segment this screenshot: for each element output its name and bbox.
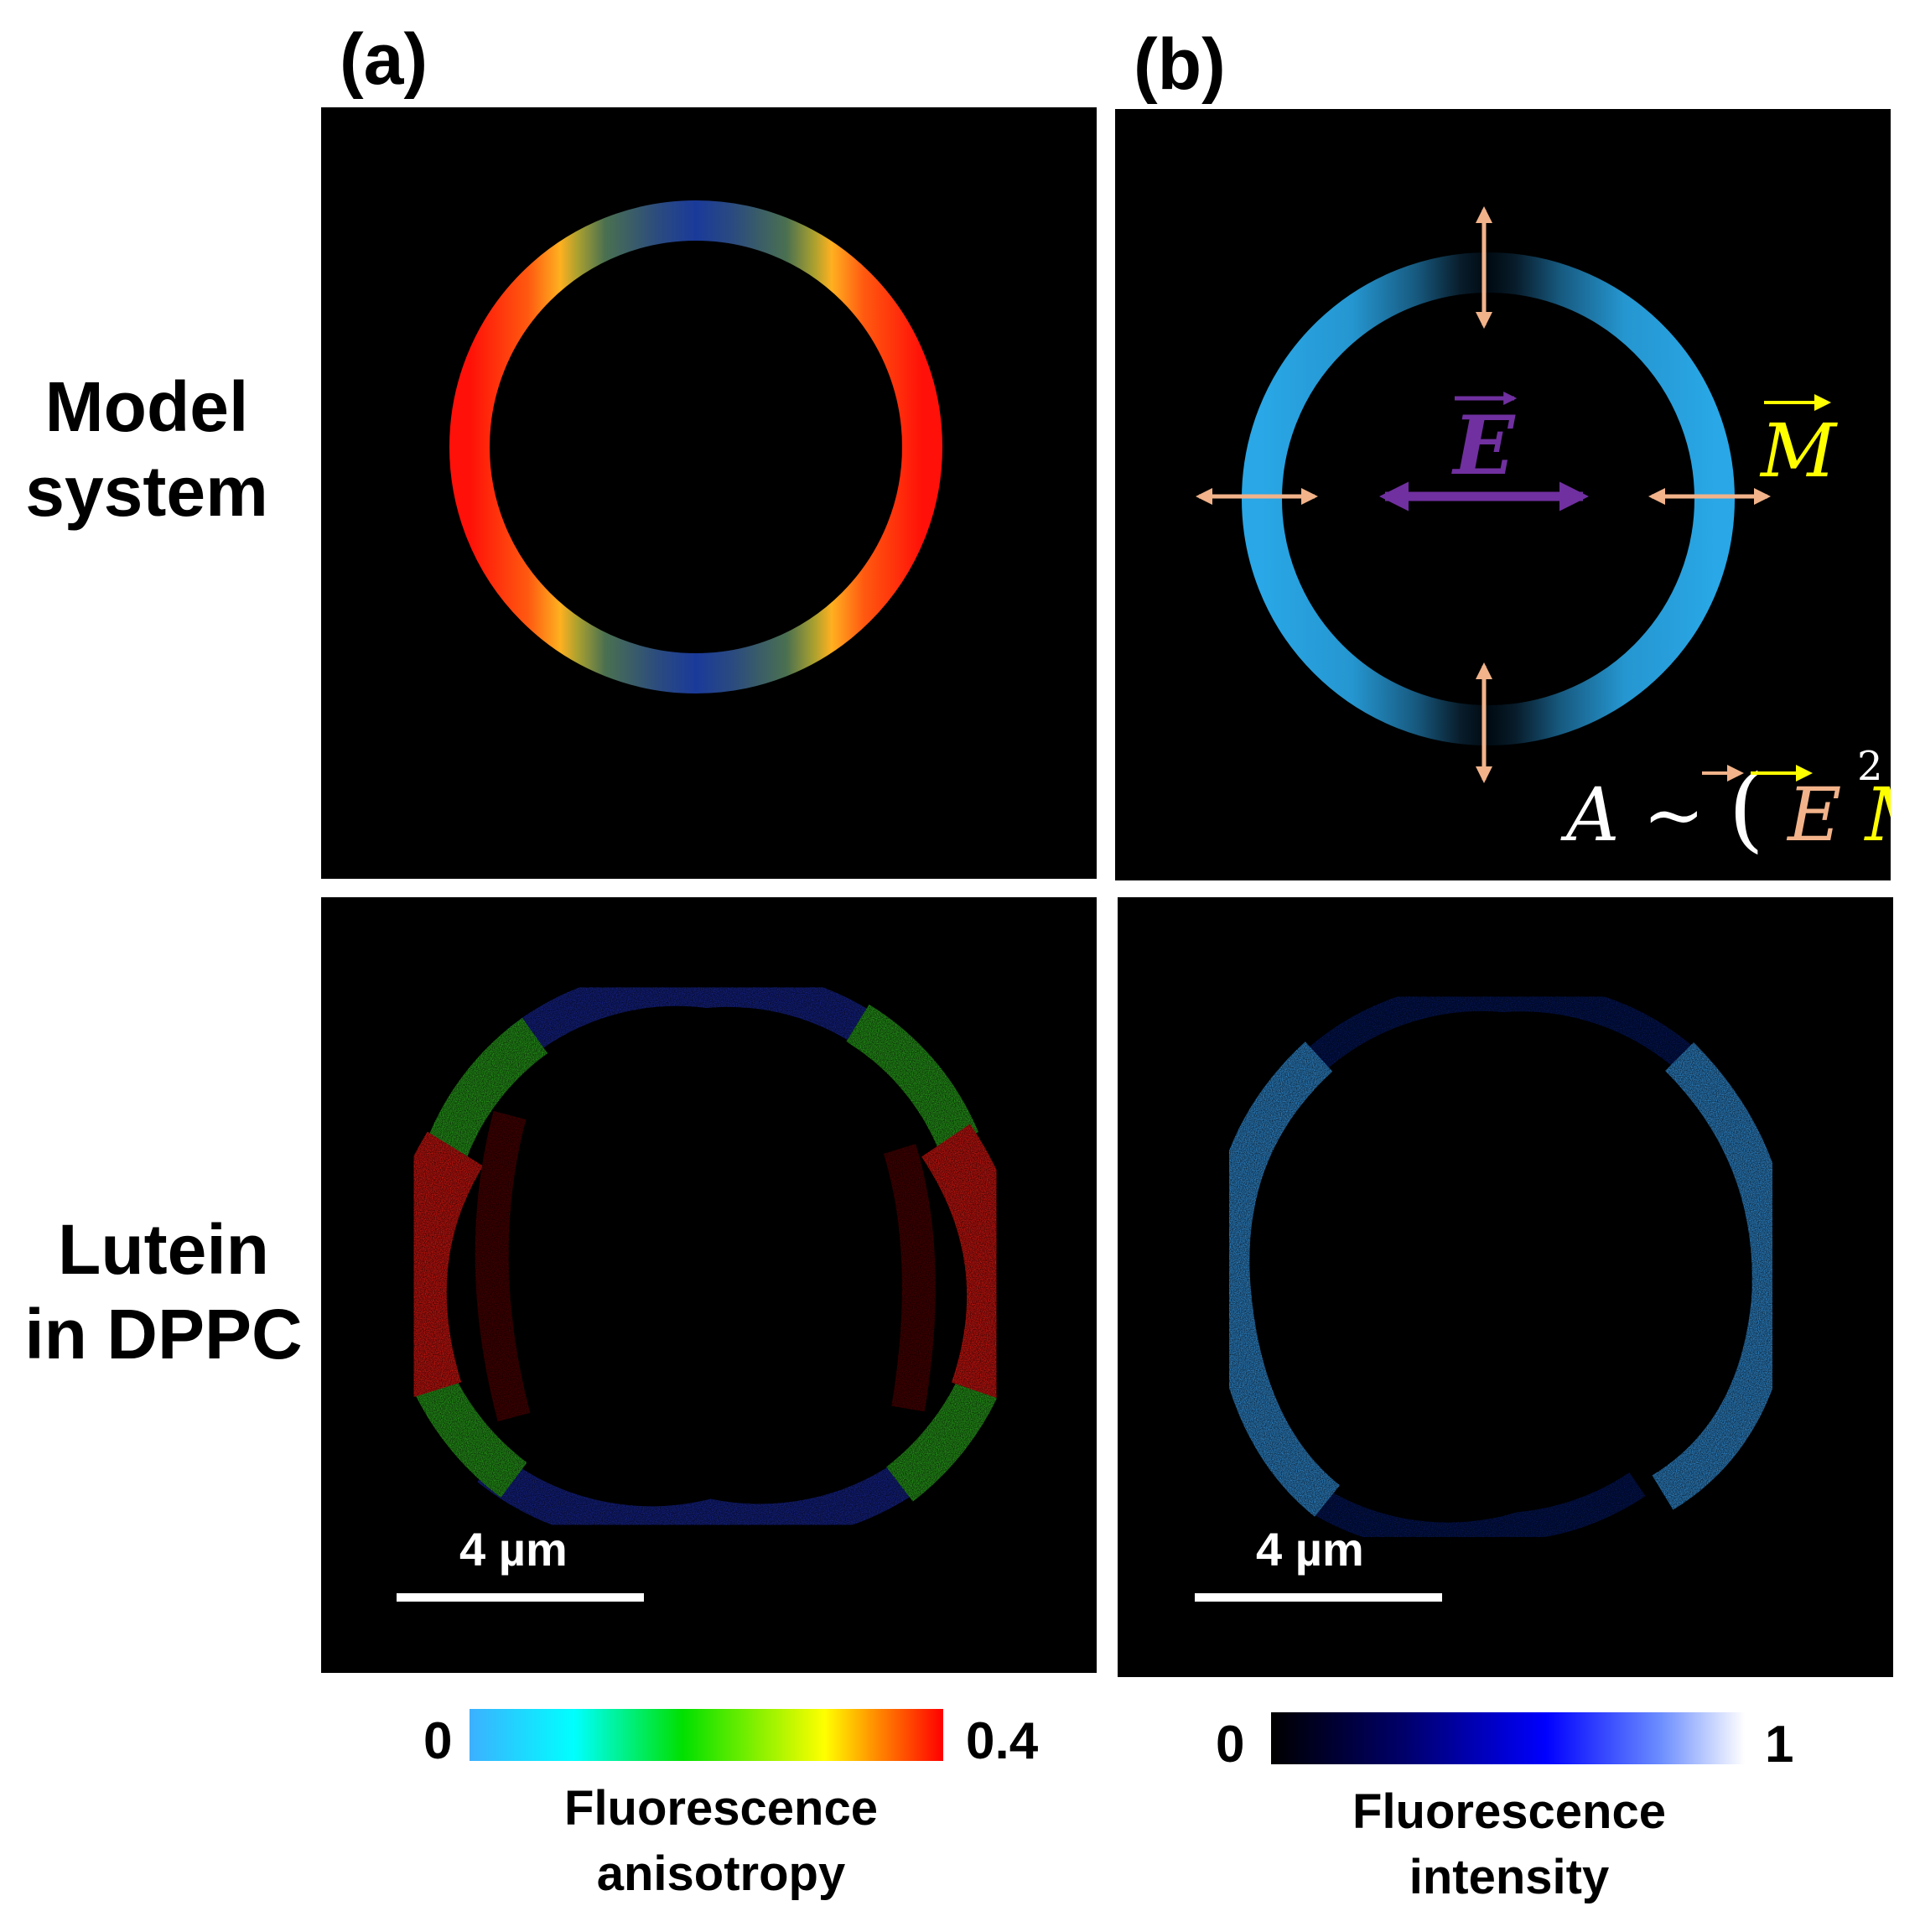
anisotropy-mid-tr xyxy=(846,1004,978,1150)
row-label-model-line2: system xyxy=(25,451,268,531)
scale-bar-a xyxy=(397,1593,644,1602)
intensity-bright-right xyxy=(1652,1042,1793,1510)
panel-label-a: (a) xyxy=(340,19,428,100)
colorbar-anisotropy xyxy=(470,1709,943,1761)
vector-m-label: M xyxy=(1759,408,1838,494)
intensity-top xyxy=(1300,982,1698,1076)
formula-open-paren: ( xyxy=(1728,755,1764,862)
intensity-model-diagram: E M A ~ ( E M ) 2 xyxy=(1196,206,1891,862)
formula-exponent: 2 xyxy=(1857,743,1883,790)
row-label-lutein-line2: in DPPC xyxy=(24,1294,303,1374)
row-label-model-system: Model system xyxy=(0,365,293,534)
row-label-lutein-dppc: Lutein in DPPC xyxy=(8,1208,319,1377)
formula-tilde: ~ xyxy=(1643,771,1705,858)
intensity-bright-left xyxy=(1209,1041,1341,1517)
panel-b-lutein: 4 µm xyxy=(1118,897,1893,1677)
intensity-measured-ring xyxy=(1209,982,1793,1551)
formula-m: M xyxy=(1863,771,1891,858)
colorbar-intensity-title-line1: Fluorescence xyxy=(1352,1784,1666,1839)
vector-e-label: E xyxy=(1450,398,1516,493)
panel-a-lutein: 4 µm xyxy=(321,897,1097,1673)
panel-a-model xyxy=(321,107,1097,879)
formula: A ~ ( E M ) xyxy=(1560,755,1891,862)
colorbar-intensity xyxy=(1271,1712,1745,1764)
colorbar-intensity-min: 0 xyxy=(1216,1716,1245,1774)
anisotropy-measured-ring xyxy=(381,969,1026,1544)
colorbar-intensity-title-line2: intensity xyxy=(1409,1850,1610,1905)
colorbar-intensity-title: Fluorescence intensity xyxy=(1253,1779,1765,1911)
anisotropy-inner-faint-right xyxy=(883,1144,936,1412)
colorbar-anisotropy-title-line2: anisotropy xyxy=(596,1846,846,1902)
anisotropy-high-left xyxy=(381,1131,484,1402)
row-label-lutein-line1: Lutein xyxy=(58,1210,269,1289)
anisotropy-low-bottom xyxy=(477,1452,919,1544)
anisotropy-low-top xyxy=(506,969,885,1059)
colorbar-anisotropy-title: Fluorescence anisotropy xyxy=(470,1776,973,1908)
colorbar-anisotropy-max: 0.4 xyxy=(966,1712,1039,1770)
intensity-bottom xyxy=(1311,1472,1646,1551)
panel-label-b: (b) xyxy=(1134,24,1226,105)
anisotropy-inner-faint-left xyxy=(475,1110,531,1422)
formula-a: A xyxy=(1560,771,1620,858)
anisotropy-mid-tl xyxy=(426,1017,548,1157)
scale-bar-b xyxy=(1195,1593,1442,1602)
anisotropy-ring xyxy=(449,200,942,693)
anisotropy-high-right xyxy=(921,1124,1026,1402)
colorbar-anisotropy-title-line1: Fluorescence xyxy=(564,1781,878,1836)
row-label-model-line1: Model xyxy=(44,367,249,446)
formula-e: E xyxy=(1786,771,1841,858)
colorbar-intensity-max: 1 xyxy=(1765,1716,1794,1774)
scale-bar-label-a: 4 µm xyxy=(459,1523,568,1576)
colorbar-anisotropy-min: 0 xyxy=(423,1712,453,1770)
panel-b-model: E M A ~ ( E M ) 2 xyxy=(1115,109,1891,880)
scale-bar-label-b: 4 µm xyxy=(1256,1523,1364,1576)
anisotropy-model-ring xyxy=(449,200,942,693)
